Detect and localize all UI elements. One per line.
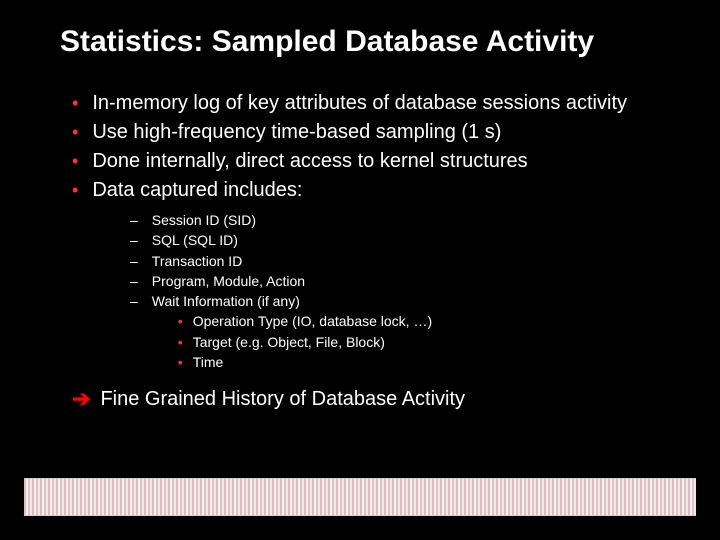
bullet-icon: • xyxy=(178,352,183,372)
sub-bullet-text: Wait Information (if any) xyxy=(152,293,300,309)
slide-title: Statistics: Sampled Database Activity xyxy=(60,24,660,60)
bullet-icon: • xyxy=(72,177,78,204)
sub-bullet-text: Session ID (SID) xyxy=(152,210,256,230)
sub-bullet-with-children: Wait Information (if any) • Operation Ty… xyxy=(152,291,660,372)
bullet-text: Done internally, direct access to kernel… xyxy=(92,148,660,175)
dash-icon: – xyxy=(130,210,138,230)
bullet-icon: • xyxy=(178,311,183,331)
arrow-right-icon: ➔ xyxy=(72,386,90,412)
list-item: • Use high-frequency time-based sampling… xyxy=(72,119,660,146)
list-item: • Done internally, direct access to kern… xyxy=(72,148,660,175)
conclusion-text: Fine Grained History of Database Activit… xyxy=(100,388,465,411)
bullet-icon: • xyxy=(72,119,78,146)
bullet-list-level3: • Operation Type (IO, database lock, …) … xyxy=(152,311,660,372)
sub-bullet-text: Program, Module, Action xyxy=(152,271,305,291)
sub-bullet-text: Transaction ID xyxy=(152,251,243,271)
conclusion-line: ➔ Fine Grained History of Database Activ… xyxy=(60,386,660,412)
sub-bullet-text: SQL (SQL ID) xyxy=(152,230,238,250)
list-item: • Target (e.g. Object, File, Block) xyxy=(178,332,660,352)
bullet-text: Data captured includes: xyxy=(92,177,660,204)
list-item: • Operation Type (IO, database lock, …) xyxy=(178,311,660,331)
sub-sub-bullet-text: Target (e.g. Object, File, Block) xyxy=(193,332,385,352)
sub-sub-bullet-text: Time xyxy=(193,352,224,372)
list-item: – SQL (SQL ID) xyxy=(130,230,660,250)
bullet-icon: • xyxy=(72,90,78,117)
bullet-list-level2: – Session ID (SID) – SQL (SQL ID) – Tran… xyxy=(60,210,660,372)
list-item: • Time xyxy=(178,352,660,372)
dash-icon: – xyxy=(130,230,138,250)
list-item: – Session ID (SID) xyxy=(130,210,660,230)
dash-icon: – xyxy=(130,291,138,372)
bullet-icon: • xyxy=(178,332,183,352)
bullet-list-level1: • In-memory log of key attributes of dat… xyxy=(60,90,660,204)
dash-icon: – xyxy=(130,271,138,291)
list-item: – Transaction ID xyxy=(130,251,660,271)
bullet-text: Use high-frequency time-based sampling (… xyxy=(92,119,660,146)
bullet-icon: • xyxy=(72,148,78,175)
list-item: – Wait Information (if any) • Operation … xyxy=(130,291,660,372)
slide-content: Statistics: Sampled Database Activity • … xyxy=(0,0,720,412)
dash-icon: – xyxy=(130,251,138,271)
list-item: • In-memory log of key attributes of dat… xyxy=(72,90,660,117)
footer-decorative-band xyxy=(24,478,696,516)
bullet-text: In-memory log of key attributes of datab… xyxy=(92,90,660,117)
sub-sub-bullet-text: Operation Type (IO, database lock, …) xyxy=(193,311,432,331)
list-item: – Program, Module, Action xyxy=(130,271,660,291)
list-item: • Data captured includes: xyxy=(72,177,660,204)
